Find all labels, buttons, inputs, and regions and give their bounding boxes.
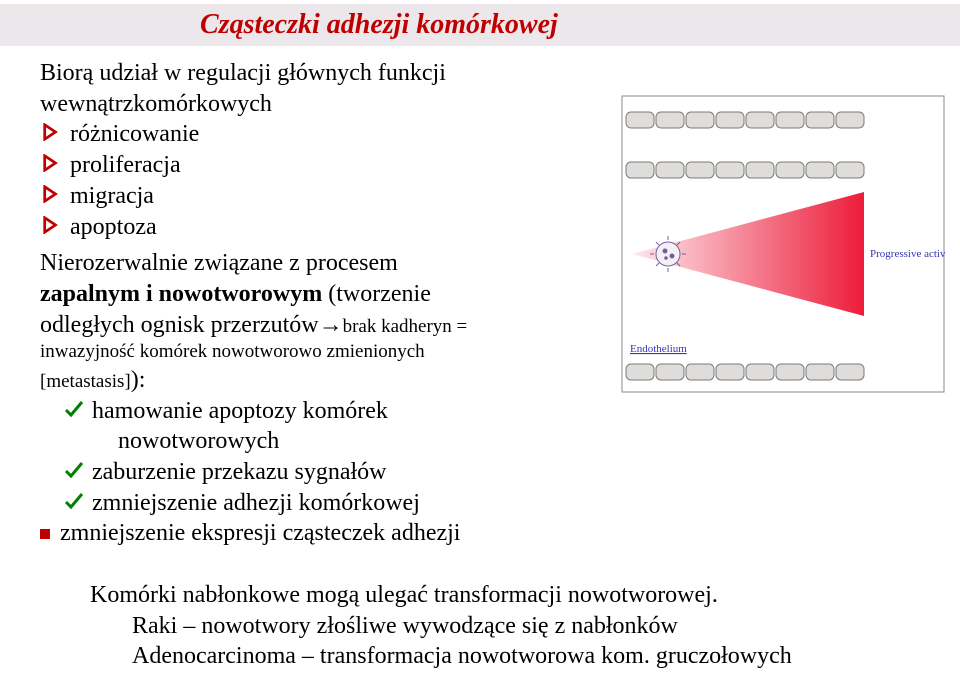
bottom-line-2: Raki – nowotwory złośliwe wywodzące się … [90, 611, 870, 642]
diagram-svg: Progressive activation [620, 94, 946, 394]
diagram-label-right: Progressive activation [870, 248, 946, 260]
arrow-icon [42, 123, 60, 141]
bottom-line-3: Adenocarcinoma – transformacja nowotworo… [90, 641, 870, 672]
diagram: Progressive activation [620, 94, 946, 394]
bullet-b-1b-text: nowotworowych [118, 428, 279, 454]
right-arrow-icon: → [319, 311, 343, 338]
bullet-b-1: hamowanie apoptozy komórek [40, 396, 600, 427]
bullet-a-2: proliferacja [40, 150, 600, 181]
para2-line4: inwazyjność komórek nowotworowo zmienion… [40, 340, 600, 364]
check-icon [64, 491, 84, 511]
bullet-a-2-text: proliferacja [70, 152, 181, 178]
square-bullet-text: zmniejszenie ekspresji cząsteczek adhezj… [60, 520, 460, 546]
check-icon [64, 460, 84, 480]
bullet-b-1-text: hamowanie apoptozy komórek [92, 398, 388, 424]
bullet-b-2: zaburzenie przekazu sygnałów [40, 457, 600, 488]
arrow-icon [42, 154, 60, 172]
para2-line3a: odległych ognisk przerzutów [40, 312, 319, 338]
slide: Cząsteczki adhezji komórkowej Biorą udzi… [0, 0, 960, 697]
square-icon [40, 529, 50, 539]
bullet-b-1b: nowotworowych [40, 426, 600, 457]
para2-line3b: brak kadheryn = [343, 316, 468, 337]
diagram-label-bottom: Endothelium [630, 343, 687, 355]
arrow-icon [42, 185, 60, 203]
bullet-a-3: migracja [40, 181, 600, 212]
bullet-b-3-text: zmniejszenie adhezji komórkowej [92, 490, 420, 516]
body-text: Biorą udział w regulacji głównych funkcj… [40, 58, 600, 549]
square-bullet-line: zmniejszenie ekspresji cząsteczek adhezj… [40, 518, 600, 549]
bullet-a-1: różnicowanie [40, 119, 600, 150]
check-icon [64, 399, 84, 419]
para2-line2: zapalnym i nowotworowym (tworzenie [40, 279, 600, 310]
title-bar: Cząsteczki adhezji komórkowej [0, 4, 960, 46]
bullet-a-1-text: różnicowanie [70, 121, 199, 147]
bullet-a-3-text: migracja [70, 183, 154, 209]
para2-line5: [metastasis]): [40, 365, 600, 396]
para2-line5b: ): [131, 367, 146, 393]
bullet-b-2-text: zaburzenie przekazu sygnałów [92, 459, 387, 485]
bottom-line-1: Komórki nabłonkowe mogą ulegać transform… [90, 580, 870, 611]
para2-line2-bold: zapalnym i nowotworowym [40, 281, 322, 307]
para2-line3: odległych ognisk przerzutów→brak kadhery… [40, 310, 600, 341]
para2-line1: Nierozerwalnie związane z procesem [40, 248, 600, 279]
para2-paren-a: (tworzenie [322, 281, 431, 307]
arrow-icon [42, 216, 60, 234]
bullet-a-4-text: apoptoza [70, 214, 157, 240]
slide-title: Cząsteczki adhezji komórkowej [200, 4, 558, 46]
bottom-text: Komórki nabłonkowe mogą ulegać transform… [90, 580, 870, 672]
intro-line: Biorą udział w regulacji głównych funkcj… [40, 58, 600, 119]
bullet-a-4: apoptoza [40, 212, 600, 243]
para2-line5a: [metastasis] [40, 371, 131, 392]
bullet-b-3: zmniejszenie adhezji komórkowej [40, 488, 600, 519]
